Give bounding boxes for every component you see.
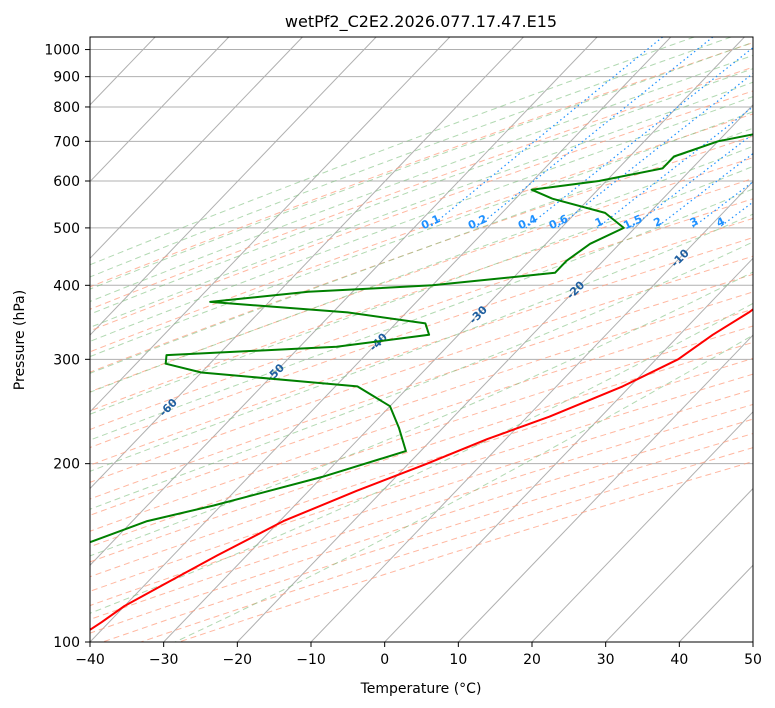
dry-adiabat-line — [90, 90, 753, 332]
dry-adiabat-line — [90, 291, 753, 516]
dry-adiabat-line — [90, 177, 753, 412]
isotherm-line — [605, 487, 753, 642]
moist-adiabat-line — [90, 165, 753, 415]
x-tick-label: 10 — [449, 652, 467, 668]
moist-adiabat-line — [90, 111, 753, 358]
isotherm-line — [531, 411, 753, 642]
axes: −40 −30 −20 −10 0 10 20 30 40 50 1000 900 800 700 600 5… — [44, 43, 762, 668]
dry-adiabat-line — [90, 373, 753, 592]
isotherm-line — [90, 37, 303, 260]
y-tick-label: 700 — [53, 134, 80, 150]
y-tick-label: 300 — [53, 352, 80, 368]
dry-adiabat-line — [90, 237, 753, 466]
moist-adiabat-line — [90, 302, 753, 614]
mixing-ratio-line — [525, 46, 753, 229]
dry-adiabat-line — [90, 341, 753, 563]
mixing-ratio-label: 6 — [753, 215, 766, 230]
plot-frame — [89, 36, 754, 643]
x-tick-label: −20 — [223, 652, 253, 668]
mixing-ratio-label: 0.4 — [516, 212, 539, 232]
skewed-isotherms — [0, 37, 753, 642]
reference-labels: 0.10.20.40.611.52346810131620253036-100-… — [157, 212, 766, 419]
isotherm-line — [90, 37, 598, 566]
isotherm-line — [384, 257, 753, 642]
moist-adiabats — [90, 37, 753, 642]
mixing-ratio-line — [691, 181, 753, 229]
mixing-ratio-line — [758, 37, 775, 228]
x-tick-label: −40 — [75, 652, 105, 668]
x-tick-label: 50 — [744, 652, 762, 668]
y-tick-label: 400 — [53, 278, 80, 294]
mixing-ratio-label: 0.6 — [547, 212, 570, 232]
y-tick-label: 900 — [53, 70, 80, 86]
mixing-ratio-line — [655, 152, 753, 229]
x-tick-label: 40 — [670, 652, 688, 668]
dry-adiabat-line — [90, 198, 753, 431]
isotherm-line — [752, 641, 753, 642]
x-tick-label: 30 — [597, 652, 615, 668]
x-tick-label: −30 — [149, 652, 179, 668]
moist-adiabat-line — [90, 37, 732, 278]
dry-adiabat-line — [178, 460, 753, 642]
isotherm-line — [236, 104, 753, 642]
y-tick-label: 600 — [53, 174, 80, 190]
pressure-gridlines — [90, 49, 753, 642]
moist-adiabat-line — [90, 37, 695, 266]
y-tick-label: 800 — [53, 100, 80, 116]
y-tick-label: 1000 — [44, 43, 80, 59]
mixing-ratio-line — [475, 37, 714, 229]
dry-adiabat-line — [90, 403, 753, 620]
x-axis-label: Temperature (°C) — [360, 681, 482, 697]
mixing-ratio-line — [428, 37, 663, 229]
y-tick-label: 500 — [53, 221, 80, 237]
y-tick-label: 100 — [53, 635, 80, 651]
isotherm-line — [163, 37, 745, 642]
dry-adiabat-line — [90, 113, 753, 353]
isotherm-line — [310, 180, 753, 642]
dry-adiabat-line — [90, 42, 753, 288]
x-tick-label: −10 — [296, 652, 326, 668]
dry-adiabat-line — [90, 388, 753, 607]
isotherm-line — [0, 37, 8, 642]
x-tick-label: 0 — [380, 652, 389, 668]
y-axis-label: Pressure (hPa) — [12, 290, 28, 390]
mixing-ratio-line — [556, 72, 753, 229]
dry-adiabat-line — [90, 66, 753, 310]
moist-adiabat-line — [90, 213, 753, 472]
moist-adiabat-line — [90, 96, 753, 342]
dewpoint-profile-line — [90, 133, 753, 544]
dry-adiabat-line — [90, 325, 753, 548]
y-tick-label: 200 — [53, 457, 80, 473]
profile-series — [90, 133, 753, 632]
isotherm-line — [678, 564, 753, 642]
moist-adiabat-line — [90, 41, 753, 290]
dry-adiabat-line — [90, 418, 753, 634]
x-tick-label: 20 — [523, 652, 541, 668]
isotherm-line — [90, 37, 672, 642]
isotherm-line — [457, 334, 753, 642]
isotherm-line — [90, 37, 377, 336]
mixing-ratio-line — [596, 106, 753, 229]
isotherm-line — [90, 37, 230, 183]
moist-adiabat-line — [90, 68, 753, 315]
moist-adiabat-line — [90, 54, 753, 303]
mixing-ratio-lines — [428, 37, 775, 229]
isotherm-line — [90, 37, 451, 413]
chart-title: wetPf2_C2E2.2026.077.17.47.E15 — [285, 12, 557, 32]
isotherm-line — [90, 37, 524, 490]
moist-adiabat-line — [90, 127, 753, 374]
temperature-profile-line — [90, 308, 753, 632]
dry-adiabat-line — [102, 432, 753, 642]
dry-adiabats — [90, 42, 753, 642]
moist-adiabat-line — [174, 334, 753, 642]
dry-adiabat-line — [90, 255, 753, 483]
